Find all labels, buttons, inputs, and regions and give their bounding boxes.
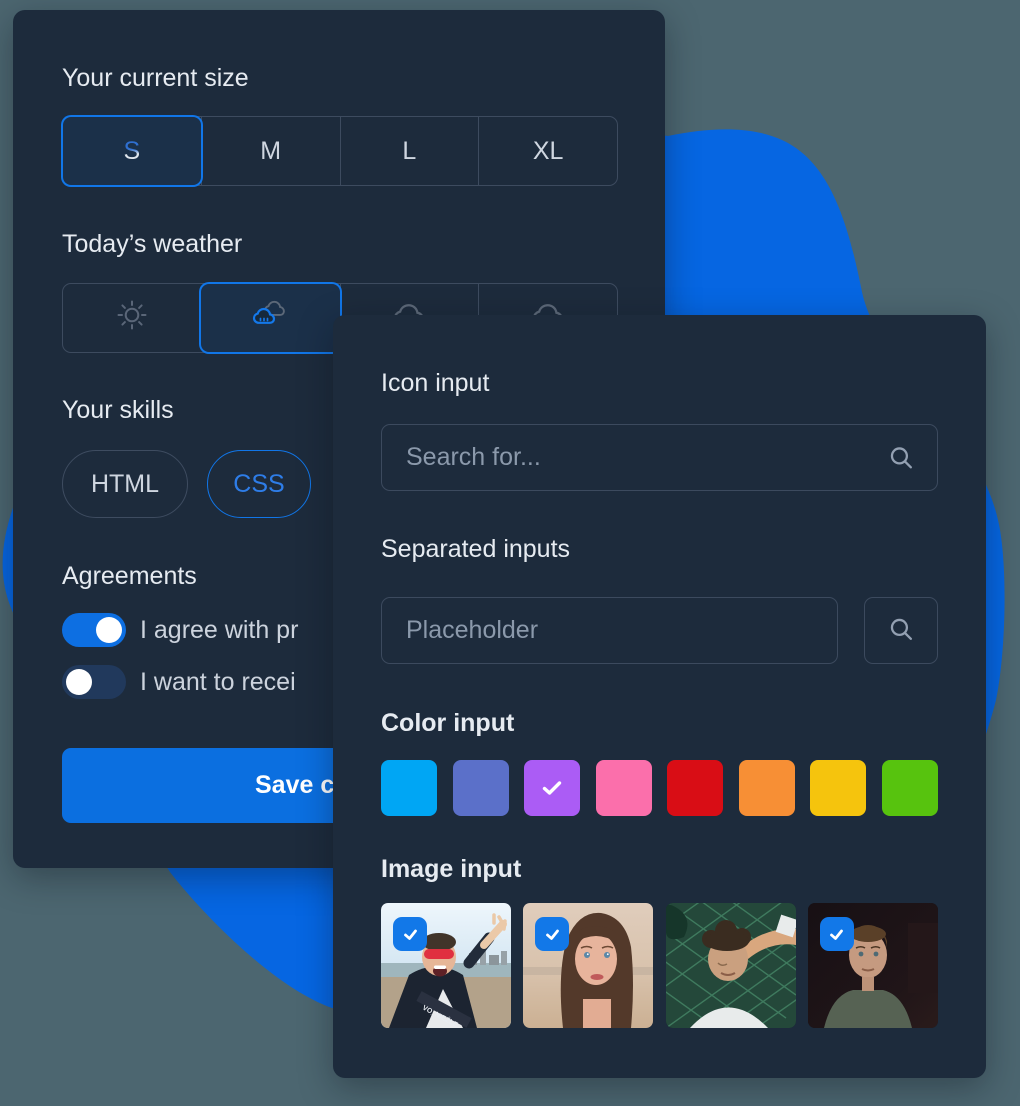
separated-inputs-row [381, 597, 938, 664]
checked-badge [393, 917, 427, 951]
color-swatch[interactable] [810, 760, 867, 816]
size-option-label: S [123, 136, 141, 165]
checked-badge [535, 917, 570, 951]
color-swatch[interactable] [738, 760, 795, 816]
privacy-toggle-label: I agree with pr [140, 615, 299, 644]
search-icon [888, 616, 915, 646]
agreement-row-privacy: I agree with pr [62, 613, 616, 647]
image-option-3[interactable] [665, 903, 796, 1028]
privacy-toggle[interactable] [62, 613, 126, 647]
color-swatch-list [381, 760, 938, 816]
toggle-knob [96, 617, 122, 643]
search-input[interactable] [406, 443, 873, 472]
agreements-section-title: Agreements [62, 562, 197, 590]
image-input-title: Image input [381, 855, 522, 883]
icon-input-field-wrap [381, 424, 938, 491]
size-option-xl[interactable]: XL [478, 117, 617, 185]
color-swatch[interactable] [881, 760, 938, 816]
image-option-2[interactable] [523, 903, 654, 1028]
color-swatch[interactable] [524, 760, 581, 816]
image-option-1[interactable]: VO_NIEŹLE [381, 903, 511, 1028]
photo-fence-guy [665, 903, 796, 1028]
size-selector: S M L XL [62, 116, 618, 186]
size-option-l[interactable]: L [339, 117, 479, 185]
photo-woman [523, 903, 654, 1028]
inputs-panel: Icon input Separated inputs Color input [333, 315, 986, 1078]
skills-section-title: Your skills [62, 396, 174, 424]
size-option-label: L [402, 136, 417, 165]
sun-icon [115, 298, 149, 339]
photo-beach-guy: VO_NIEŹLE [381, 903, 511, 1028]
photo-dark-room-guy [807, 903, 938, 1028]
agreement-row-newsletter: I want to recei [62, 665, 616, 699]
size-option-m[interactable]: M [200, 117, 340, 185]
image-option-4[interactable] [807, 903, 938, 1028]
newsletter-toggle-label: I want to recei [140, 667, 296, 696]
checked-badge [819, 917, 854, 951]
size-option-label: M [260, 136, 282, 165]
newsletter-toggle[interactable] [62, 665, 126, 699]
skills-list: HTML CSS [62, 450, 616, 518]
color-swatch[interactable] [452, 760, 509, 816]
placeholder-input[interactable] [406, 616, 813, 645]
color-swatch[interactable] [381, 760, 437, 816]
color-input-title: Color input [381, 709, 515, 737]
weather-option-rain[interactable] [200, 284, 340, 352]
separated-input-wrap [381, 597, 838, 664]
weather-section-title: Today’s weather [62, 230, 243, 258]
color-swatch[interactable] [595, 760, 652, 816]
check-icon [830, 929, 844, 940]
skill-pill-html[interactable]: HTML [62, 450, 188, 518]
size-section-title: Your current size [62, 64, 249, 92]
search-button[interactable] [864, 597, 938, 664]
weather-option-sun[interactable] [63, 284, 201, 352]
icon-input-title: Icon input [381, 369, 490, 397]
toggle-knob [66, 669, 92, 695]
size-option-label: XL [532, 136, 564, 165]
search-icon [888, 444, 915, 471]
rain-cloud-icon [252, 299, 290, 338]
size-option-s[interactable]: S [63, 117, 201, 185]
check-icon [545, 929, 559, 940]
separated-inputs-title: Separated inputs [381, 535, 571, 563]
color-swatch[interactable] [667, 760, 724, 816]
check-icon [542, 781, 562, 795]
image-option-list: VO_NIEŹLE [381, 903, 938, 1028]
skill-pill-css[interactable]: CSS [207, 450, 311, 518]
check-icon [403, 929, 417, 940]
